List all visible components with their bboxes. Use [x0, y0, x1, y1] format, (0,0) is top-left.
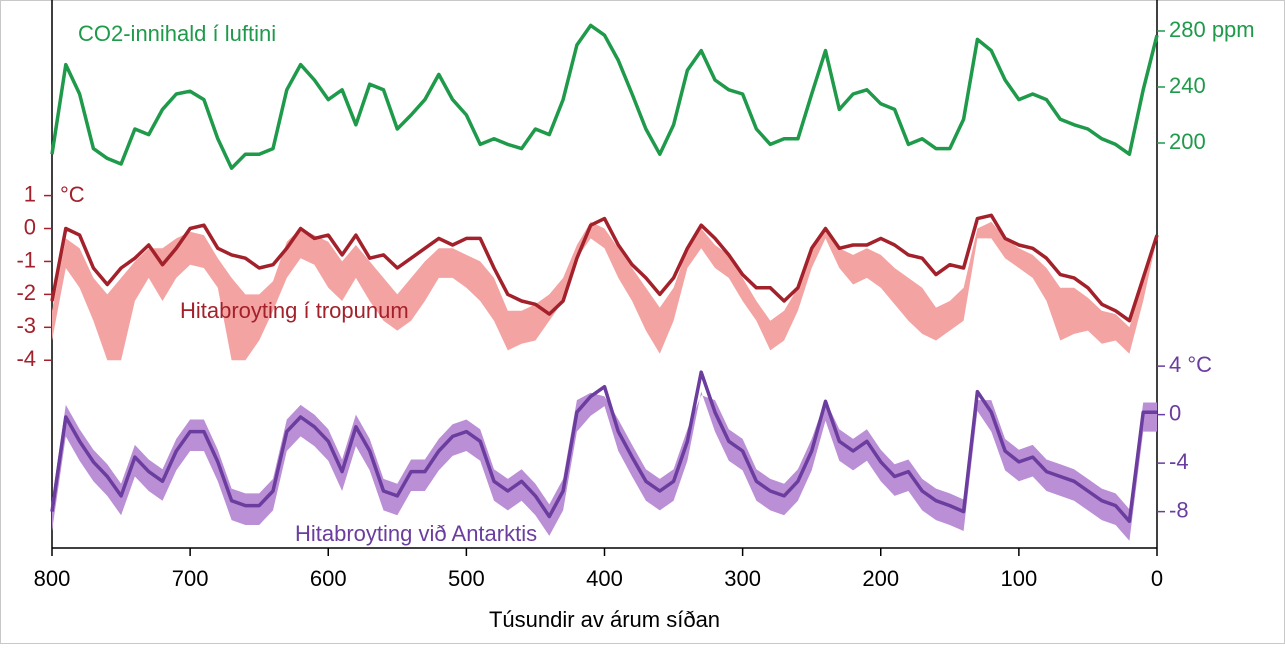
y-tick-label: 0: [1169, 400, 1181, 425]
data-line: [50, 23, 1159, 170]
data-line: [50, 370, 1157, 524]
x-tick-label: 600: [310, 566, 347, 591]
x-tick-label: 100: [1001, 566, 1038, 591]
y-unit: °C: [60, 182, 85, 207]
y-tick-label: 200: [1169, 129, 1206, 154]
y-tick-label: 280 ppm: [1169, 17, 1255, 42]
y-tick-label: 4 °C: [1169, 352, 1212, 377]
y-tick-label: 1: [24, 181, 36, 206]
series-label: CO2-innihald í luftini: [78, 21, 276, 46]
x-tick-label: 700: [172, 566, 209, 591]
series-label: Hitabroyting í tropunum: [180, 298, 409, 323]
y-tick-label: -1: [16, 247, 36, 272]
x-axis-label: Túsundir av árum síðan: [489, 607, 720, 632]
y-tick-label: 240: [1169, 73, 1206, 98]
y-tick-label: -3: [16, 313, 36, 338]
data-line: [50, 213, 1159, 323]
x-tick-label: 0: [1151, 566, 1163, 591]
series-label: Hitabroyting við Antarktis: [295, 521, 537, 546]
y-tick-label: 0: [24, 214, 36, 239]
y-tick-label: -4: [1169, 449, 1189, 474]
range-band: [52, 221, 1157, 361]
x-tick-label: 800: [34, 566, 71, 591]
y-tick-label: -2: [16, 280, 36, 305]
x-tick-label: 400: [586, 566, 623, 591]
x-tick-label: 300: [724, 566, 761, 591]
x-tick-label: 200: [862, 566, 899, 591]
y-tick-label: -4: [16, 346, 36, 371]
y-tick-label: -8: [1169, 497, 1189, 522]
x-tick-label: 500: [448, 566, 485, 591]
